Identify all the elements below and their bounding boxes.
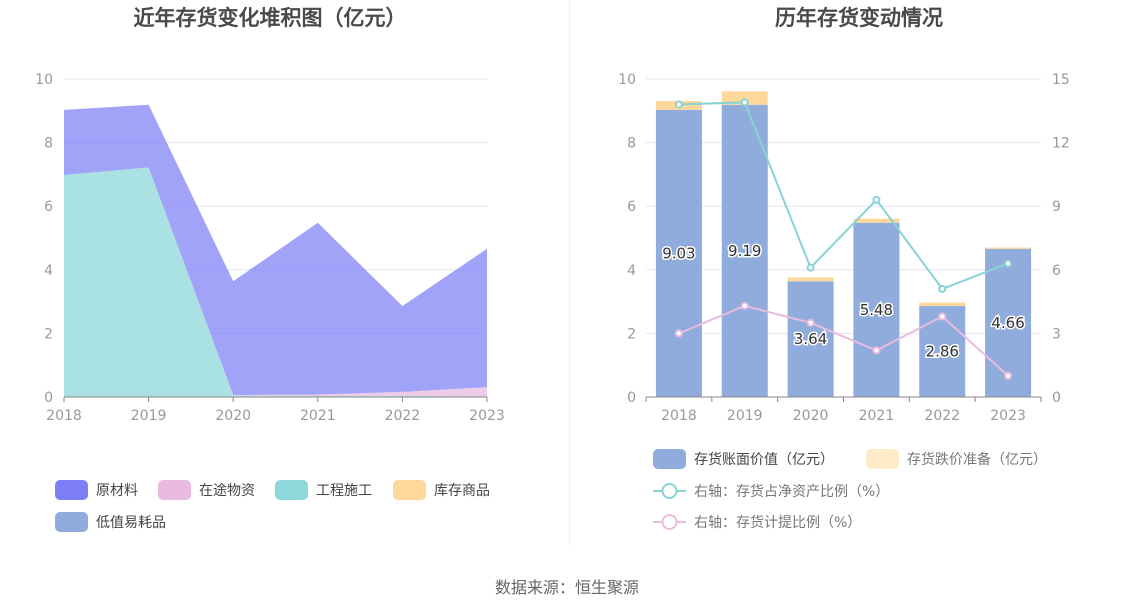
chart1-x-tick-label: 2021 xyxy=(300,408,336,424)
chart1-x-tick-label: 2018 xyxy=(46,408,82,424)
chart2-y-tick-label: 6 xyxy=(627,199,636,215)
line-point-1 xyxy=(1004,371,1013,380)
inventory-stacked-area-chart: 近年存货变化堆积图（亿元） 0 2 4 6 8 10 2018 2019 2020 2021 202… xyxy=(35,6,505,532)
chart2-x-tick-label: 2021 xyxy=(859,408,895,424)
chart2-legend-swatch xyxy=(866,449,899,469)
chart1-legend-swatch xyxy=(55,512,88,532)
chart1-x-tick-label: 2022 xyxy=(385,408,421,424)
bar-book-value xyxy=(919,306,966,397)
chart1-y-tick-label: 10 xyxy=(35,72,53,88)
chart1-legend-label: 在途物资 xyxy=(199,482,255,499)
line-point-0 xyxy=(740,98,749,107)
data-source-note: 数据来源：恒生聚源 xyxy=(494,578,639,597)
chart2-y-tick-label: 4 xyxy=(627,263,636,279)
bar-book-value xyxy=(787,281,834,397)
chart2-y-tick-label: 0 xyxy=(627,390,636,406)
line-series-0 xyxy=(678,101,1009,291)
bar-value-label: 2.86 xyxy=(926,343,959,361)
chart1-legend-swatch xyxy=(393,480,426,500)
line-point-1 xyxy=(806,318,815,327)
chart2-x-tick-label: 2019 xyxy=(727,408,763,424)
line-point-1 xyxy=(938,312,947,321)
chart2-x-tick-label: 2023 xyxy=(990,408,1026,424)
bar-book-value xyxy=(655,109,702,397)
bar-impairment xyxy=(985,247,1032,249)
bar-value-label: 9.03 xyxy=(662,244,695,262)
chart2-x-tick-label: 2022 xyxy=(924,408,960,424)
line-point-0 xyxy=(1004,259,1013,268)
chart1-y-tick-label: 2 xyxy=(44,326,53,342)
bar-impairment xyxy=(853,218,900,223)
chart2-y-tick-label: 10 xyxy=(618,72,636,88)
chart2-legend-swatch xyxy=(653,449,686,469)
chart2-y2-tick-label: 0 xyxy=(1052,390,1061,406)
bar-impairment xyxy=(919,302,966,307)
chart2-x-tick-label: 2018 xyxy=(661,408,697,424)
panel-divider xyxy=(569,0,570,545)
chart2-y2-tick-label: 3 xyxy=(1052,326,1061,342)
chart1-legend-swatch xyxy=(158,480,191,500)
chart1-legend-swatch xyxy=(275,480,308,500)
bar-value-label: 9.19 xyxy=(728,242,761,260)
bar-value-label: 4.66 xyxy=(991,314,1024,332)
bar-book-value xyxy=(721,104,768,398)
line-series-1 xyxy=(678,304,1009,377)
chart1-y-tick-label: 0 xyxy=(44,390,53,406)
chart1-legend-label: 库存商品 xyxy=(434,483,490,499)
bar-value-label: 3.64 xyxy=(794,330,827,348)
bar-value-label: 5.48 xyxy=(860,301,893,319)
area-0 xyxy=(64,104,487,396)
chart2-y2-tick-label: 12 xyxy=(1052,136,1070,152)
chart2-legend-label: 右轴：存货计提比例（%） xyxy=(694,514,861,531)
line-point-0 xyxy=(872,195,881,204)
bar-impairment xyxy=(721,91,768,105)
chart1-y-tick-label: 4 xyxy=(44,263,53,279)
chart2-legend-marker xyxy=(661,514,678,530)
chart1-legend-label: 低值易耗品 xyxy=(96,515,166,531)
line-point-1 xyxy=(872,346,881,355)
chart2-y2-tick-label: 15 xyxy=(1052,72,1070,88)
chart1-legend-label: 原材料 xyxy=(96,483,138,499)
chart2-y2-tick-label: 6 xyxy=(1052,263,1061,279)
chart2-legend-label: 存货账面价值（亿元） xyxy=(694,451,834,468)
chart2-y-tick-label: 2 xyxy=(627,326,636,342)
chart1-title: 近年存货变化堆积图（亿元） xyxy=(134,6,407,30)
line-point-0 xyxy=(938,284,947,293)
line-point-1 xyxy=(740,301,749,310)
chart1-x-tick-label: 2019 xyxy=(131,408,167,424)
chart1-y-tick-label: 6 xyxy=(44,199,53,215)
chart1-x-tick-label: 2020 xyxy=(215,408,251,424)
chart2-y-tick-label: 8 xyxy=(627,136,636,152)
chart1-x-tick-label: 2023 xyxy=(469,408,505,424)
bar-book-value xyxy=(853,222,900,397)
bar-impairment xyxy=(787,277,834,282)
chart1-legend-swatch xyxy=(55,480,88,500)
line-point-0 xyxy=(674,100,683,109)
line-point-1 xyxy=(674,329,683,338)
chart2-y2-tick-label: 9 xyxy=(1052,199,1061,215)
inventory-change-bar-chart: 历年存货变动情况 9.03 9.19 3.64 5.48 2.86 4.66 0 2 4 6 8 1… xyxy=(618,6,1070,531)
chart2-title: 历年存货变动情况 xyxy=(775,6,943,30)
chart1-y-tick-label: 8 xyxy=(44,136,53,152)
chart1-legend-label: 工程施工 xyxy=(316,483,372,499)
area-2 xyxy=(64,167,487,397)
chart2-legend-label: 存货跌价准备（亿元） xyxy=(907,451,1047,468)
line-point-0 xyxy=(806,263,815,272)
chart2-legend-label: 右轴：存货占净资产比例（%） xyxy=(694,483,889,500)
chart2-x-tick-label: 2020 xyxy=(793,408,829,424)
chart2-legend-marker xyxy=(661,483,678,499)
